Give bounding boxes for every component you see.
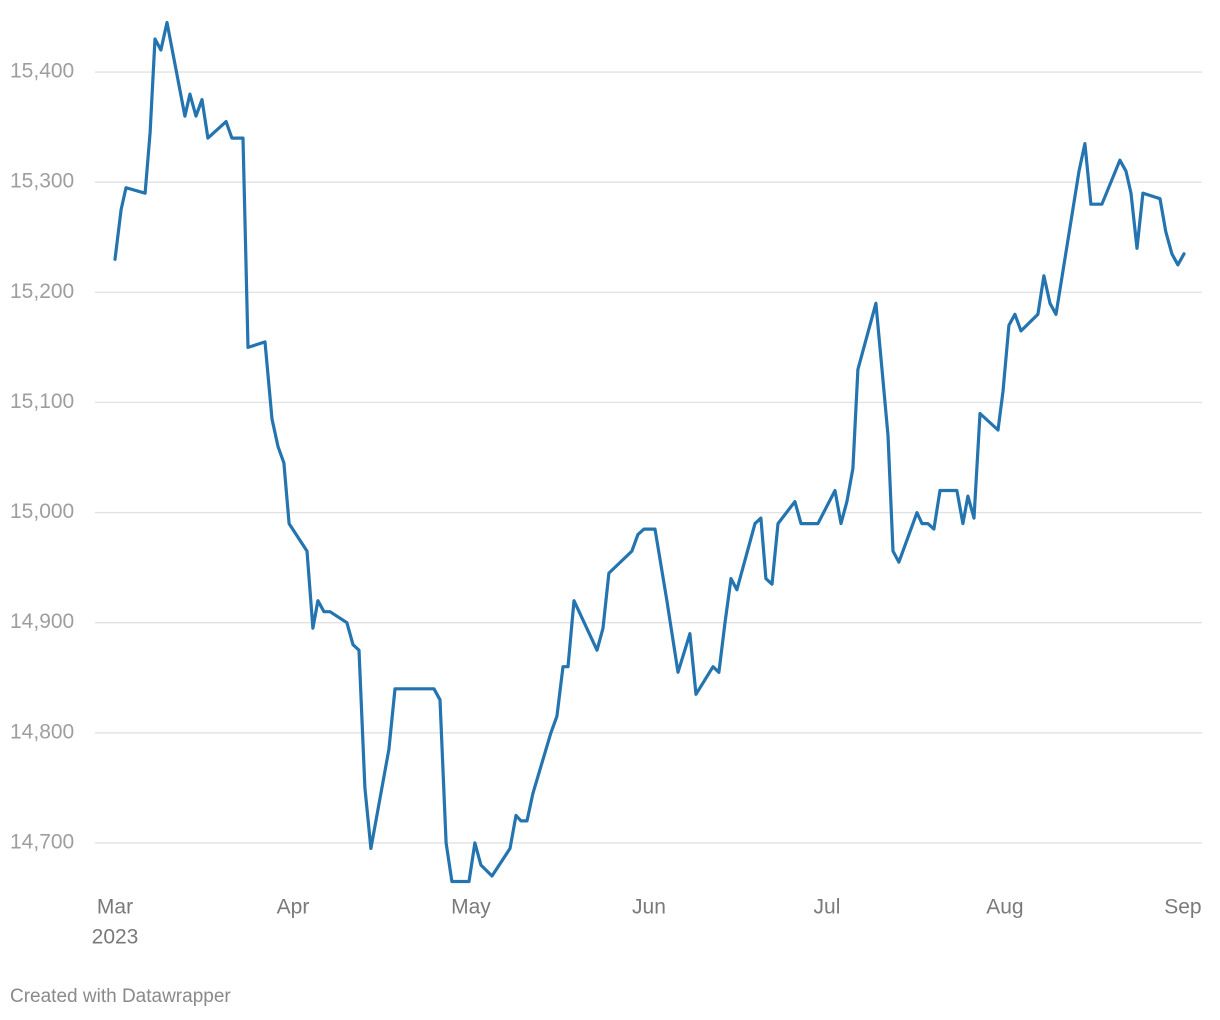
- y-tick-label: 14,700: [10, 830, 74, 853]
- x-tick-label: Jul: [814, 896, 841, 919]
- footer: Created with Datawrapper: [10, 986, 231, 1007]
- y-tick-label: 15,000: [10, 500, 74, 523]
- x-tick-label: Sep: [1164, 896, 1201, 919]
- y-tick-label: 14,900: [10, 610, 74, 633]
- x-tick-label: May: [451, 896, 491, 919]
- x-tick-label: Aug: [986, 896, 1023, 919]
- x-tick-label: Mar: [97, 896, 133, 919]
- y-tick-label: 15,300: [10, 170, 74, 193]
- x-tick-label: Jun: [632, 896, 666, 919]
- y-tick-label: 14,800: [10, 720, 74, 743]
- y-tick-label: 15,100: [10, 390, 74, 413]
- line: [113, 20, 1186, 884]
- x-year-label: 2023: [92, 926, 139, 949]
- y-tick-label: 15,400: [10, 60, 74, 83]
- x-tick-label: Apr: [277, 896, 310, 919]
- y-tick-label: 15,200: [10, 280, 74, 303]
